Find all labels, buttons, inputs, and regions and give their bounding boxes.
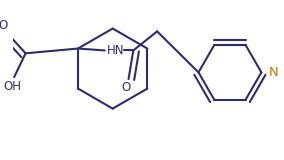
Text: HN: HN bbox=[106, 44, 124, 57]
Text: OH: OH bbox=[3, 80, 21, 93]
Text: O: O bbox=[0, 19, 7, 32]
Text: O: O bbox=[121, 81, 130, 94]
Text: N: N bbox=[269, 66, 279, 79]
